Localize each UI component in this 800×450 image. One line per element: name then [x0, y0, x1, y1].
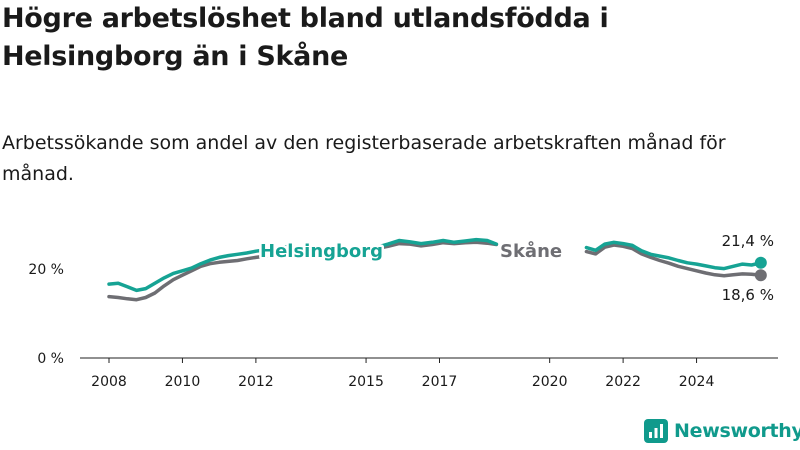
x-tick-label: 2012 — [238, 374, 274, 390]
labels: Helsingborg Skåne 21,4 % 18,6 % — [258, 232, 775, 304]
brand-name: Newsworthy — [674, 420, 800, 442]
end-point-helsingborg — [754, 256, 767, 269]
series-line-skane — [107, 250, 295, 302]
axes: 0 % 20 % 2008 2010 2012 2015 2017 2020 2022 2024 — [28, 262, 778, 390]
series-line-helsingborg — [107, 244, 295, 293]
chart-title: Högre arbetslöshet bland utlandsfödda i … — [2, 3, 609, 72]
x-tick-label: 2010 — [165, 374, 201, 390]
series-line-helsingborg — [375, 237, 499, 249]
end-label-skane: 18,6 % — [722, 286, 774, 304]
series-line-skane — [375, 240, 499, 251]
end-label-helsingborg: 21,4 % — [722, 232, 774, 250]
x-tick-label: 2024 — [679, 374, 715, 390]
series-layer — [107, 237, 767, 302]
newsworthy-logo[interactable]: Newsworthy — [644, 419, 800, 443]
series-line-helsingborg — [584, 240, 763, 271]
chart-subtitle: Arbetssökande som andel av den registerb… — [2, 132, 726, 185]
x-tick-label: 2020 — [532, 374, 568, 390]
series-label-helsingborg: Helsingborg — [260, 241, 383, 262]
end-point-skane — [754, 269, 767, 282]
y-tick-label: 0 % — [37, 351, 64, 367]
x-tick-label: 2017 — [422, 374, 458, 390]
y-tick-label: 20 % — [28, 262, 64, 278]
x-tick-label: 2008 — [91, 374, 127, 390]
x-tick-label: 2015 — [348, 374, 384, 390]
series-line-skane — [584, 243, 763, 278]
bar-chart-icon — [644, 419, 668, 443]
x-tick-label: 2022 — [605, 374, 641, 390]
series-label-skane: Skåne — [500, 240, 562, 262]
